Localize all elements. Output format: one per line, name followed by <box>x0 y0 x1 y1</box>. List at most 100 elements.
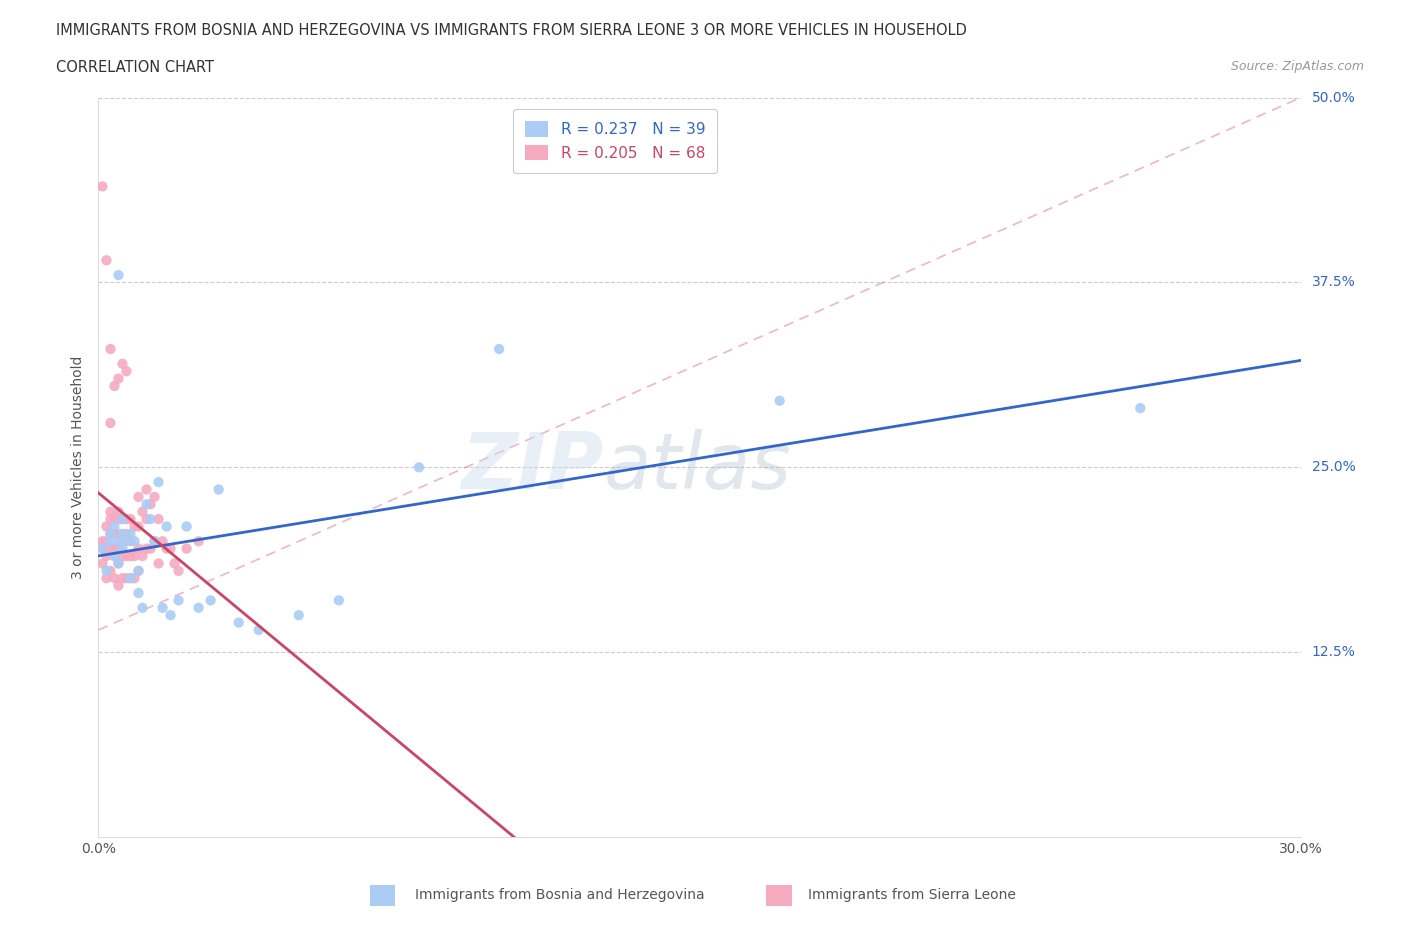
Point <box>100 416 122 431</box>
Point <box>155 541 177 556</box>
Point <box>163 556 186 571</box>
Point <box>111 512 134 526</box>
Point <box>107 504 129 519</box>
Point <box>155 519 177 534</box>
Point <box>120 549 142 564</box>
Point <box>152 601 174 616</box>
Point <box>107 534 129 549</box>
Point <box>167 564 190 578</box>
Point <box>768 393 790 408</box>
Point <box>135 512 157 526</box>
Point <box>115 364 138 379</box>
Text: ZIP: ZIP <box>461 430 603 505</box>
Point <box>200 593 222 608</box>
Text: Source: ZipAtlas.com: Source: ZipAtlas.com <box>1230 60 1364 73</box>
Point <box>103 571 125 586</box>
Point <box>115 534 138 549</box>
Point <box>96 571 118 586</box>
Point <box>148 556 170 571</box>
Point <box>1129 401 1152 416</box>
Point <box>103 519 125 534</box>
Point <box>103 379 125 393</box>
Point <box>187 534 209 549</box>
Point <box>96 549 118 564</box>
Point <box>107 526 129 541</box>
Point <box>167 593 190 608</box>
Point <box>107 578 129 593</box>
Point <box>124 534 146 549</box>
Point <box>91 179 114 193</box>
Point <box>100 512 122 526</box>
Point <box>152 534 174 549</box>
Point <box>139 512 162 526</box>
Legend: R = 0.237   N = 39, R = 0.205   N = 68: R = 0.237 N = 39, R = 0.205 N = 68 <box>513 109 717 173</box>
Point <box>107 512 129 526</box>
Point <box>143 489 166 504</box>
Point <box>247 622 270 637</box>
Point <box>131 504 153 519</box>
Y-axis label: 3 or more Vehicles in Household: 3 or more Vehicles in Household <box>72 355 86 579</box>
Point <box>143 534 166 549</box>
Point <box>128 541 150 556</box>
Point <box>111 534 134 549</box>
Point <box>120 534 142 549</box>
Point <box>100 526 122 541</box>
Point <box>135 541 157 556</box>
Point <box>124 571 146 586</box>
Point <box>100 504 122 519</box>
Point <box>100 341 122 356</box>
Point <box>131 549 153 564</box>
Point <box>176 541 198 556</box>
Point <box>115 512 138 526</box>
Point <box>107 268 129 283</box>
Point <box>115 526 138 541</box>
Point <box>103 549 125 564</box>
Point <box>115 571 138 586</box>
Point <box>488 341 510 356</box>
Point <box>91 541 114 556</box>
Point <box>100 541 122 556</box>
Point <box>135 482 157 497</box>
Point <box>148 512 170 526</box>
Point <box>100 526 122 541</box>
Text: Immigrants from Sierra Leone: Immigrants from Sierra Leone <box>808 887 1017 902</box>
Point <box>139 541 162 556</box>
Point <box>103 541 125 556</box>
Text: atlas: atlas <box>603 430 792 505</box>
Text: IMMIGRANTS FROM BOSNIA AND HERZEGOVINA VS IMMIGRANTS FROM SIERRA LEONE 3 OR MORE: IMMIGRANTS FROM BOSNIA AND HERZEGOVINA V… <box>56 23 967 38</box>
Point <box>120 571 142 586</box>
Point <box>408 460 430 474</box>
Point <box>120 571 142 586</box>
Point <box>107 371 129 386</box>
Point <box>96 564 118 578</box>
Point <box>91 541 114 556</box>
Point <box>176 519 198 534</box>
Point <box>124 549 146 564</box>
Text: 12.5%: 12.5% <box>1312 645 1355 659</box>
Point <box>328 593 350 608</box>
Point <box>148 474 170 489</box>
Point <box>143 534 166 549</box>
Point <box>111 571 134 586</box>
Point <box>111 526 134 541</box>
Point <box>111 541 134 556</box>
Point <box>96 534 118 549</box>
Text: 50.0%: 50.0% <box>1312 90 1355 105</box>
Point <box>100 534 122 549</box>
Point <box>208 482 231 497</box>
Point <box>187 601 209 616</box>
Point <box>96 519 118 534</box>
Point <box>159 608 181 623</box>
Point <box>91 534 114 549</box>
Text: 37.5%: 37.5% <box>1312 275 1355 289</box>
Point <box>159 541 181 556</box>
Point <box>115 549 138 564</box>
Point <box>111 549 134 564</box>
Point <box>131 601 153 616</box>
Point <box>107 556 129 571</box>
Point <box>100 564 122 578</box>
Text: 25.0%: 25.0% <box>1312 460 1355 474</box>
Point <box>135 497 157 512</box>
Text: CORRELATION CHART: CORRELATION CHART <box>56 60 214 75</box>
Point <box>128 564 150 578</box>
